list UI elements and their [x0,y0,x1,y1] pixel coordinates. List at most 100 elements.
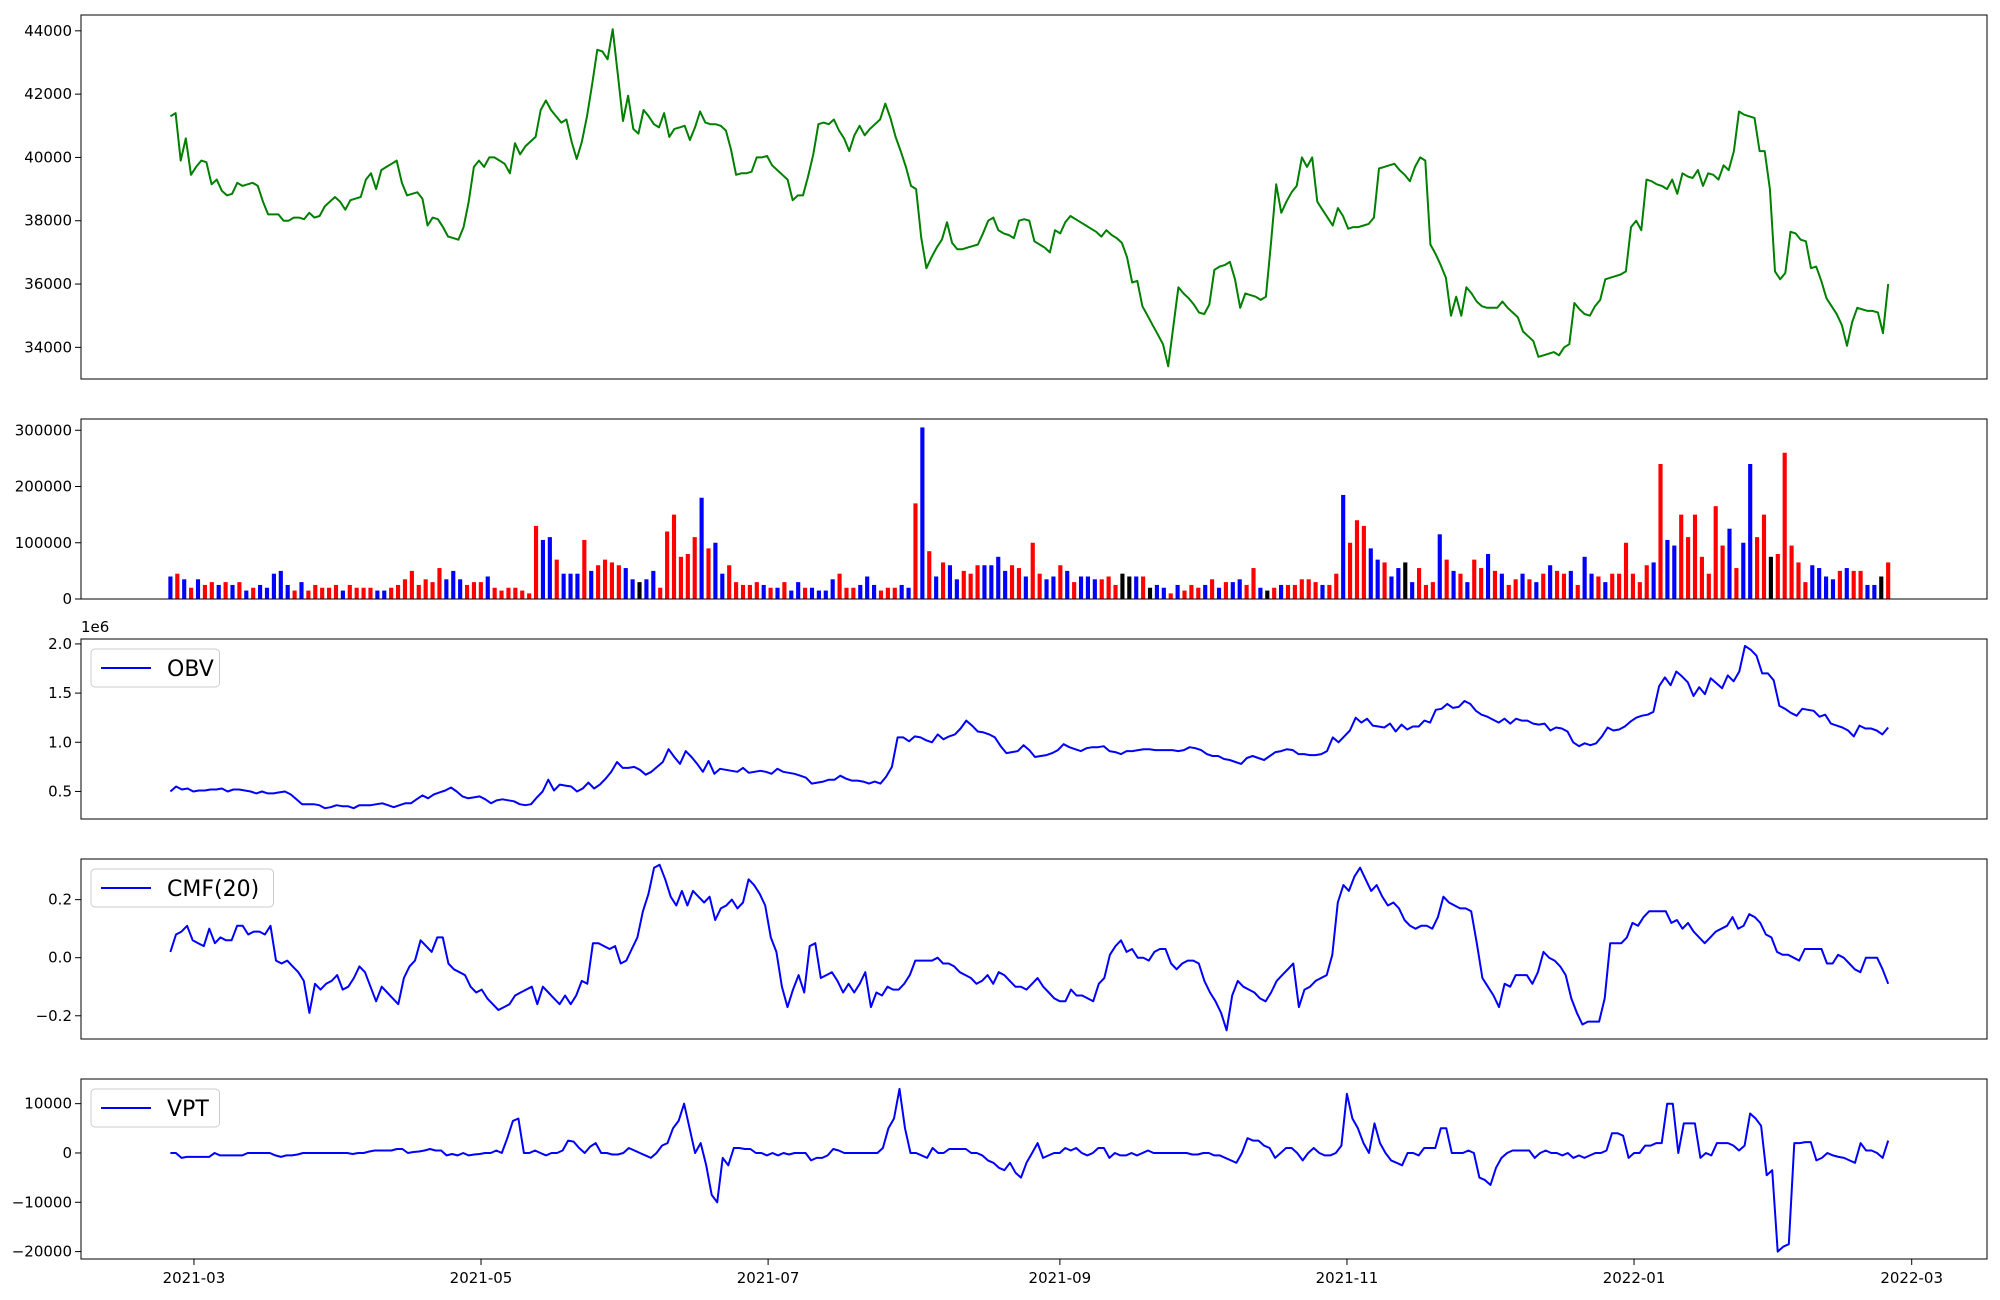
volume-bar [727,565,732,599]
cmf-plot-area [169,863,1890,1032]
volume-axes-frame [80,418,1988,600]
volume-bar [1237,579,1242,599]
volume-bar [1830,579,1836,599]
volume-bar [851,587,856,599]
volume-bar [1168,593,1173,599]
volume-bar [892,587,897,599]
volume-bar [927,551,932,599]
volume-bar [1313,582,1318,599]
volume-bar [630,579,635,599]
volume-bar [1810,565,1815,599]
volume-bar [1879,576,1884,599]
vpt-plot-area [170,1087,1890,1253]
volume-bar [734,582,739,599]
volume-bar [685,554,690,599]
volume-bar [782,582,787,599]
volume-bar [1451,570,1456,599]
volume-bar [1610,573,1615,599]
volume-bar [1623,542,1629,599]
volume-bar [678,556,683,599]
volume-bar [1161,587,1166,599]
obv-legend-box [90,648,220,688]
volume-bar [1637,582,1642,599]
cmf-legend-label: CMF(20) [167,877,259,902]
volume-bar [223,582,228,599]
volume-bar [230,584,235,599]
volume-bar [865,576,870,599]
cmf-y-tick-label: 0.2 [48,891,72,909]
volume-bar [437,568,442,599]
volume-bar [775,587,780,599]
volume-bar [1051,576,1056,599]
cmf-legend: CMF(20) [90,868,274,908]
volume-bar [1589,573,1594,599]
volume-bar [1761,514,1767,599]
volume-bar [899,584,904,599]
volume-bar [533,525,539,599]
volume-bar [1003,570,1008,599]
volume-bar [547,537,552,599]
volume-bar [1292,584,1297,599]
price-y-tick-label: 44000 [24,22,72,40]
volume-bar [1844,568,1849,599]
volume-bar [623,568,628,599]
volume-bar [1196,587,1201,599]
volume-bar [1527,579,1532,599]
volume-plot-area [168,427,1891,599]
volume-bar [823,590,828,599]
volume-bar [830,579,835,599]
volume-bar [195,579,201,599]
volume-bar [1568,570,1573,599]
price-axes-frame [80,14,1988,380]
volume-bar [251,587,256,599]
x-tick-label: 2021-07 [737,1269,800,1287]
x-tick-label: 2021-05 [450,1269,513,1287]
volume-bar [1768,556,1773,599]
volume-bar [1410,582,1415,599]
volume-bar [320,587,325,599]
volume-bar [340,590,345,599]
x-tick-label: 2021-11 [1316,1269,1379,1287]
volume-bar [1465,582,1470,599]
volume-y-tick-label: 300000 [15,421,72,439]
volume-bar [1858,570,1863,599]
volume-bar [609,562,614,599]
volume-bar [1223,582,1228,599]
volume-bar [747,584,752,599]
volume-bar [644,579,649,599]
vpt-legend-label: VPT [167,1097,209,1122]
volume-bar [499,590,504,599]
volume-bar [368,587,373,599]
volume-bar [278,570,283,599]
volume-bar [651,570,656,599]
volume-bar [809,587,815,599]
volume-bar [1375,559,1380,599]
volume-bar [568,573,573,599]
volume-bar [306,590,311,599]
volume-bar [968,573,973,599]
volume-bar [1617,573,1622,599]
volume-bar [333,584,339,599]
volume-bar [1203,584,1208,599]
volume-bar [292,590,297,599]
volume-bar [706,548,711,599]
volume-bar [1327,584,1332,599]
obv-y-tick-label: 1.0 [48,733,72,751]
volume-bar [1458,573,1463,599]
volume-bar [1154,584,1159,599]
volume-bar [264,587,270,599]
volume-bar [1837,570,1842,599]
volume-bar [451,570,456,599]
volume-bar [1279,584,1284,599]
volume-bar [299,582,304,599]
volume-bar [444,579,449,599]
volume-bar [1306,579,1311,599]
volume-bar [1210,579,1215,599]
volume-bar [761,584,766,599]
x-tick-label: 2021-03 [163,1269,226,1287]
volume-bar [1782,452,1787,599]
volume-bar [906,587,911,599]
volume-bar [527,593,532,599]
